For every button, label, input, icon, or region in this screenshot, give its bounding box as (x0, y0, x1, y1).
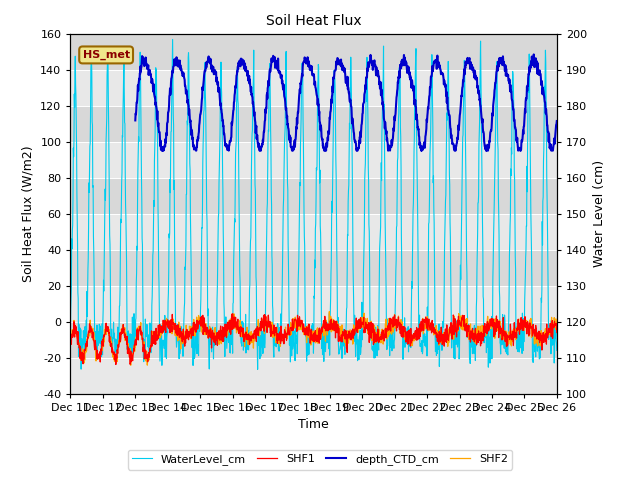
X-axis label: Time: Time (298, 418, 329, 431)
Y-axis label: Soil Heat Flux (W/m2): Soil Heat Flux (W/m2) (22, 145, 35, 282)
WaterLevel_cm (344, 233, 351, 239)
SHF2 (104, 326, 112, 332)
WaterLevel_cm (124, 340, 132, 346)
Bar (70, 358, 557, 394)
SHF2 (124, 342, 132, 348)
WaterLevel_cm (292, 332, 300, 338)
SHF1 (124, 346, 132, 351)
SHF1 (67, 342, 74, 348)
Line: WaterLevel_cm: WaterLevel_cm (70, 39, 557, 369)
Legend: WaterLevel_cm, SHF1, depth_CTD_cm, SHF2: WaterLevel_cm, SHF1, depth_CTD_cm, SHF2 (128, 450, 512, 469)
SHF2 (344, 328, 351, 334)
Bar (70, 214, 557, 250)
Line: SHF1: SHF1 (70, 314, 557, 364)
Bar (70, 322, 557, 358)
SHF2 (284, 336, 291, 341)
SHF2 (553, 316, 561, 322)
SHF1 (292, 319, 300, 324)
SHF1 (273, 341, 281, 347)
Y-axis label: Water Level (cm): Water Level (cm) (593, 160, 605, 267)
WaterLevel_cm (67, 331, 74, 337)
Line: SHF2: SHF2 (70, 312, 557, 365)
Text: HS_met: HS_met (83, 50, 130, 60)
SHF1 (284, 331, 291, 337)
Bar (70, 106, 557, 142)
depth_CTD_cm (343, 83, 351, 89)
WaterLevel_cm (104, 60, 112, 66)
Title: Soil Heat Flux: Soil Heat Flux (266, 14, 362, 28)
depth_CTD_cm (292, 136, 300, 142)
SHF2 (273, 334, 281, 340)
Line: depth_CTD_cm: depth_CTD_cm (135, 54, 557, 151)
WaterLevel_cm (169, 36, 177, 42)
WaterLevel_cm (553, 348, 561, 353)
depth_CTD_cm (283, 115, 291, 121)
WaterLevel_cm (273, 333, 281, 339)
SHF1 (229, 311, 237, 317)
WaterLevel_cm (254, 366, 262, 372)
SHF1 (104, 327, 112, 333)
SHF2 (67, 338, 74, 344)
WaterLevel_cm (284, 180, 291, 186)
SHF2 (292, 319, 300, 325)
Bar (70, 178, 557, 214)
Bar (70, 70, 557, 106)
Bar (70, 142, 557, 178)
Bar (70, 286, 557, 322)
SHF2 (326, 309, 333, 314)
Bar (70, 34, 557, 70)
SHF2 (127, 362, 134, 368)
SHF1 (112, 361, 120, 367)
depth_CTD_cm (273, 63, 280, 69)
Bar (70, 250, 557, 286)
SHF1 (344, 335, 351, 340)
SHF1 (553, 330, 561, 336)
depth_CTD_cm (553, 118, 561, 124)
